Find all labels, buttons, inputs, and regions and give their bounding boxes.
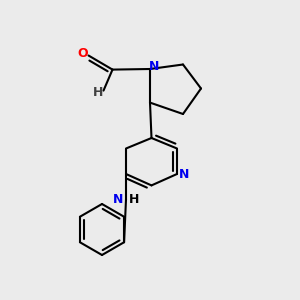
Text: O: O	[78, 46, 88, 60]
Text: H: H	[129, 193, 140, 206]
Text: N: N	[148, 60, 159, 73]
Text: N: N	[178, 167, 189, 181]
Text: N: N	[112, 193, 123, 206]
Text: H: H	[93, 85, 103, 99]
